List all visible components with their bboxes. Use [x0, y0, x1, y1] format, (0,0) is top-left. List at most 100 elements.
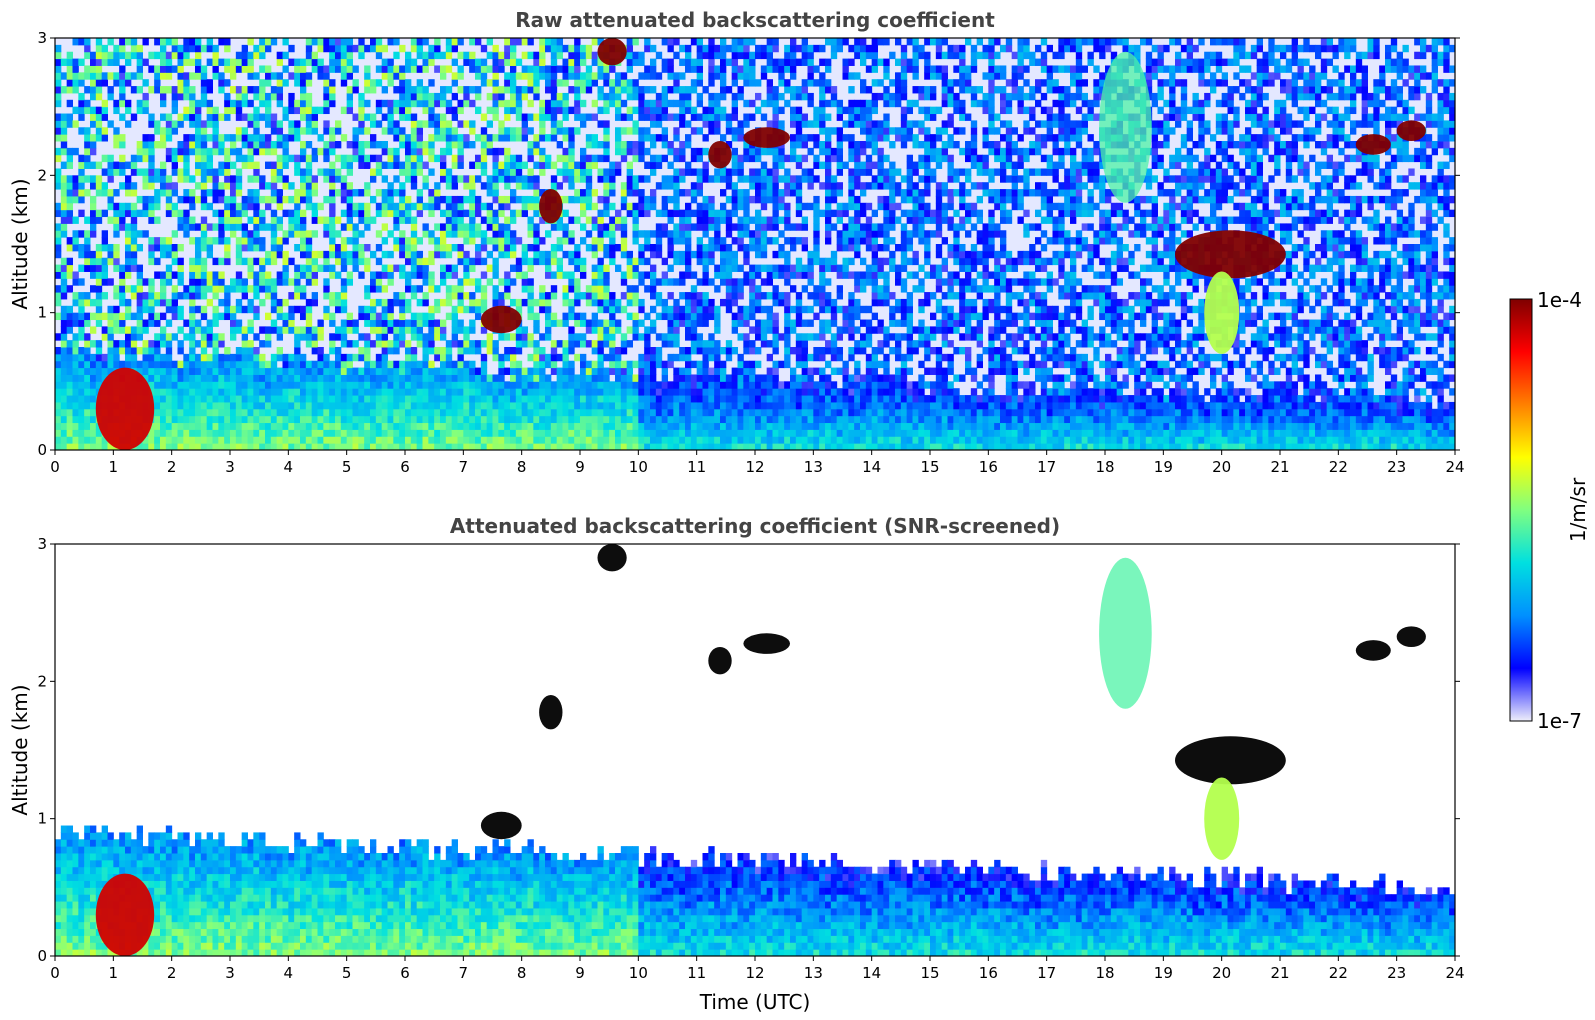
heatmap-cell	[364, 209, 371, 218]
heatmap-cell	[148, 429, 155, 437]
heatmap-cell	[632, 436, 639, 444]
heatmap-cell	[556, 340, 563, 348]
heatmap-cell	[235, 250, 243, 259]
heatmap-cell	[393, 360, 400, 369]
heatmap-cell	[609, 429, 616, 437]
heatmap-cell	[183, 285, 190, 293]
heatmap-cell	[650, 374, 657, 382]
heatmap-cell	[650, 113, 657, 121]
heatmap-cell	[393, 189, 400, 197]
heatmap-cell	[352, 367, 359, 375]
heatmap-cell	[165, 209, 173, 218]
heatmap-cell	[259, 374, 266, 382]
heatmap-cell	[66, 422, 73, 430]
heatmap-cell	[731, 388, 738, 396]
heatmap-cell	[276, 175, 283, 183]
heatmap-cell	[480, 292, 488, 300]
heatmap-cell	[661, 65, 668, 73]
heatmap-cell	[451, 408, 458, 417]
heatmap-cell	[480, 161, 488, 169]
heatmap-cell	[422, 374, 429, 382]
heatmap-cell	[340, 298, 348, 307]
heatmap-cell	[90, 230, 97, 238]
heatmap-cell	[399, 312, 406, 321]
heatmap-cell	[148, 168, 155, 176]
heatmap-cell	[644, 86, 651, 94]
heatmap-cell	[568, 216, 575, 224]
heatmap-cell	[171, 230, 178, 238]
heatmap-cell	[154, 141, 161, 149]
heatmap-cell	[60, 195, 68, 204]
heatmap-cell	[422, 147, 429, 156]
heatmap-cell	[492, 223, 499, 231]
heatmap-cell	[416, 147, 423, 156]
heatmap-cell	[375, 161, 383, 169]
heatmap-cell	[591, 429, 598, 437]
heatmap-cell	[679, 120, 686, 128]
heatmap-cell	[399, 395, 406, 403]
heatmap-cell	[206, 134, 213, 142]
heatmap-cell	[632, 120, 639, 128]
heatmap-cell	[329, 443, 336, 450]
heatmap-cell	[440, 278, 447, 286]
heatmap-cell	[591, 436, 598, 444]
heatmap-cell	[294, 353, 301, 362]
heatmap-cell	[580, 374, 587, 382]
heatmap-cell	[160, 168, 167, 176]
heatmap-cell	[440, 319, 447, 327]
heatmap-cell	[160, 250, 167, 259]
heatmap-cell	[393, 161, 400, 169]
heatmap-cell	[667, 312, 674, 321]
heatmap-cell	[200, 257, 208, 266]
heatmap-cell	[550, 182, 558, 190]
heatmap-cell	[626, 51, 633, 60]
heatmap-cell	[282, 360, 289, 369]
heatmap-cell	[720, 175, 727, 183]
heatmap-cell	[113, 285, 120, 293]
heatmap-cell	[300, 65, 307, 73]
heatmap-cell	[212, 278, 219, 286]
heatmap-cell	[492, 292, 499, 300]
heatmap-cell	[696, 58, 703, 66]
heatmap-cell	[539, 65, 546, 73]
heatmap-cell	[381, 401, 388, 410]
heatmap-cell	[638, 381, 645, 389]
heatmap-cell	[195, 401, 202, 410]
heatmap-cell	[300, 154, 307, 163]
heatmap-cell	[375, 141, 383, 149]
heatmap-cell	[95, 127, 103, 135]
heatmap-cell	[562, 408, 569, 417]
heatmap-cell	[84, 99, 91, 108]
heatmap-cell	[410, 285, 418, 293]
heatmap-cell	[679, 58, 686, 66]
heatmap-cell	[358, 44, 365, 53]
heatmap-cell	[189, 223, 196, 231]
heatmap-cell	[673, 202, 680, 211]
heatmap-cell	[510, 278, 517, 286]
heatmap-cell	[130, 72, 138, 80]
heatmap-cell	[644, 209, 651, 218]
heatmap-cell	[469, 58, 476, 66]
heatmap-cell	[457, 429, 464, 437]
heatmap-cell	[101, 72, 108, 80]
heatmap-cell	[241, 278, 248, 286]
heatmap-cell	[90, 408, 97, 417]
heatmap-cell	[644, 395, 651, 403]
heatmap-cell	[510, 209, 517, 218]
heatmap-cell	[626, 182, 633, 190]
heatmap-cell	[585, 244, 593, 252]
heatmap-cell	[545, 250, 552, 259]
heatmap-cell	[486, 189, 493, 197]
heatmap-cell	[241, 326, 248, 334]
heatmap-cell	[288, 429, 295, 437]
heatmap-cell	[475, 395, 482, 403]
heatmap-cell	[66, 360, 73, 369]
heatmap-cell	[451, 113, 458, 121]
heatmap-cell	[591, 38, 598, 46]
heatmap-cell	[393, 223, 400, 231]
heatmap-cell	[410, 333, 418, 341]
heatmap-cell	[270, 244, 278, 252]
heatmap-cell	[644, 429, 651, 437]
heatmap-cell	[171, 65, 178, 73]
heatmap-cell	[171, 415, 178, 424]
